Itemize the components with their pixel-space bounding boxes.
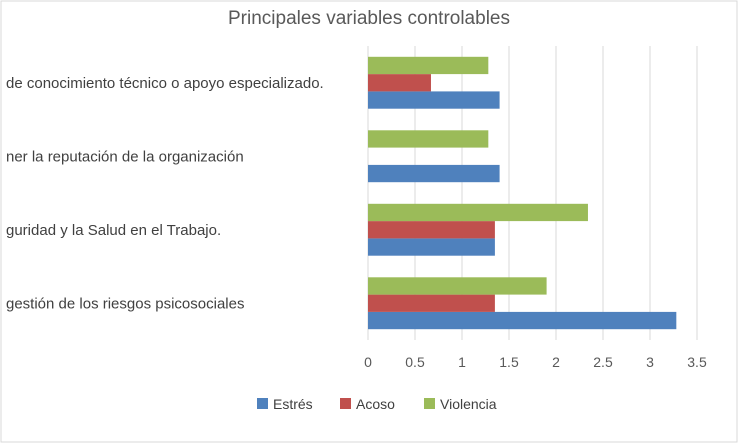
bar-violencia (368, 56, 489, 75)
bar-acoso (368, 221, 495, 239)
x-tick-label: 0 (364, 354, 372, 370)
x-tick-label: 3.5 (687, 354, 707, 370)
bars (368, 56, 677, 330)
category-label: guridad y la Salud en el Trabajo. (6, 222, 221, 239)
x-axis-ticks: 0 0.5 1 1.5 2 2.5 3 3.5 (364, 354, 707, 370)
bar-estrés (368, 238, 495, 256)
legend-swatch-violencia (424, 398, 435, 409)
category-label: gestión de los riesgos psicosociales (6, 295, 244, 312)
chart-title: Principales variables controlables (228, 8, 510, 29)
category-label: ner la reputación de la organización (6, 148, 244, 165)
x-tick-label: 1.5 (499, 354, 519, 370)
category-labels: gestión de los riesgos psicosociales guri… (6, 75, 324, 313)
x-tick-label: 2 (552, 354, 560, 370)
bar-violencia (368, 203, 588, 222)
legend-swatch-estrés (257, 398, 268, 409)
x-tick-label: 0.5 (405, 354, 425, 370)
legend-label: Estrés (273, 396, 313, 412)
category-label: de conocimiento técnico o apoyo especial… (6, 75, 324, 92)
bar-estrés (368, 164, 500, 183)
bar-estrés (368, 91, 500, 109)
x-tick-label: 3 (646, 354, 654, 370)
legend-label: Violencia (440, 396, 497, 412)
x-tick-label: 1 (458, 354, 466, 370)
legend-swatch-acoso (340, 398, 351, 409)
bar-violencia (368, 130, 489, 148)
bar-violencia (368, 277, 547, 295)
legend: Estrés Acoso Violencia (257, 396, 497, 412)
x-tick-label: 2.5 (593, 354, 613, 370)
legend-label: Acoso (356, 396, 395, 412)
bar-estrés (368, 311, 677, 330)
bar-acoso (368, 294, 495, 312)
bar-acoso (368, 74, 431, 92)
